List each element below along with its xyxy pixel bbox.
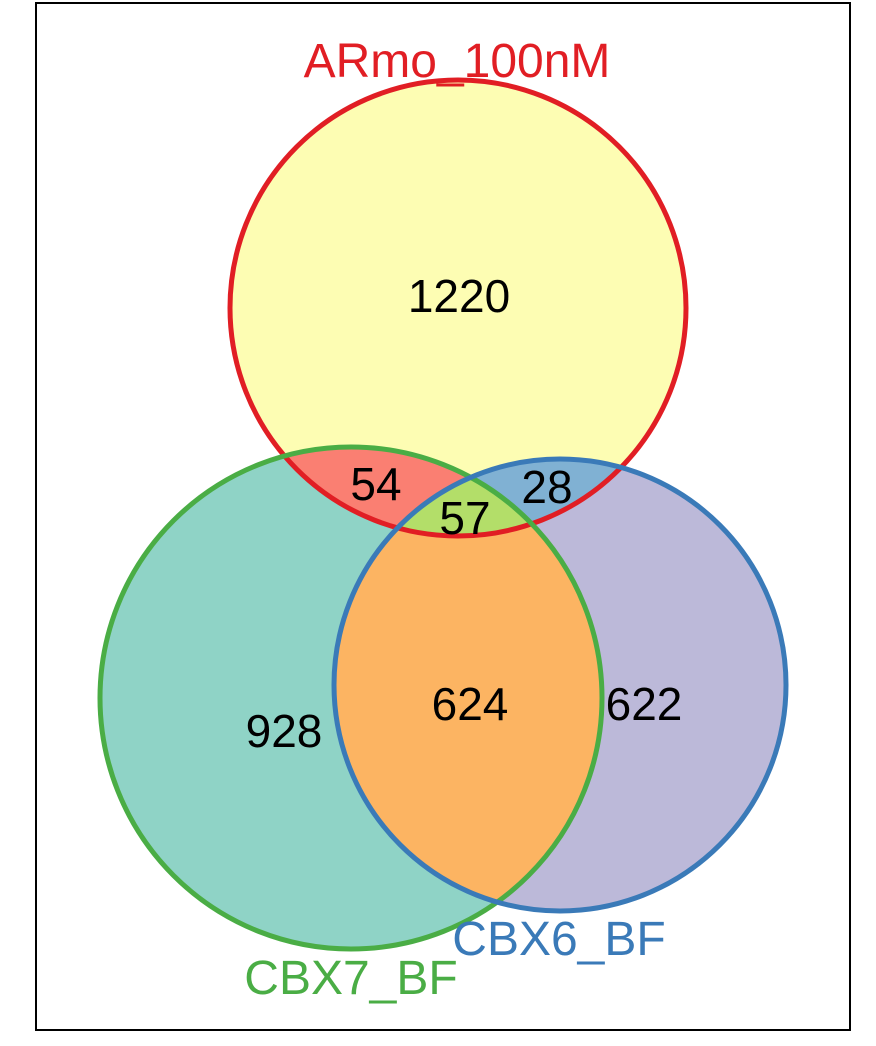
region-armo-cbx6-count: 28 bbox=[521, 461, 572, 513]
region-armo-only-count: 1220 bbox=[408, 270, 510, 322]
set-armo-fill bbox=[230, 80, 686, 536]
set-cbx7-outline bbox=[97, 444, 605, 952]
set-armo-outline bbox=[227, 77, 689, 539]
region-cbx7-cbx6-count: 624 bbox=[432, 678, 509, 730]
set-cbx6-outline bbox=[331, 456, 789, 914]
region-cbx7-only-count: 928 bbox=[246, 705, 323, 757]
set-label-cbx6: CBX6_BF bbox=[452, 913, 665, 966]
region-armo-cbx7-count: 54 bbox=[350, 458, 401, 510]
region-cbx6-only-count: 622 bbox=[606, 678, 683, 730]
set-label-cbx7: CBX7_BF bbox=[244, 952, 457, 1005]
overlap-cbx7-cbx6-fill bbox=[334, 459, 602, 911]
region-all-three-count: 57 bbox=[439, 492, 490, 544]
set-label-armo: ARmo_100nM bbox=[304, 35, 611, 88]
